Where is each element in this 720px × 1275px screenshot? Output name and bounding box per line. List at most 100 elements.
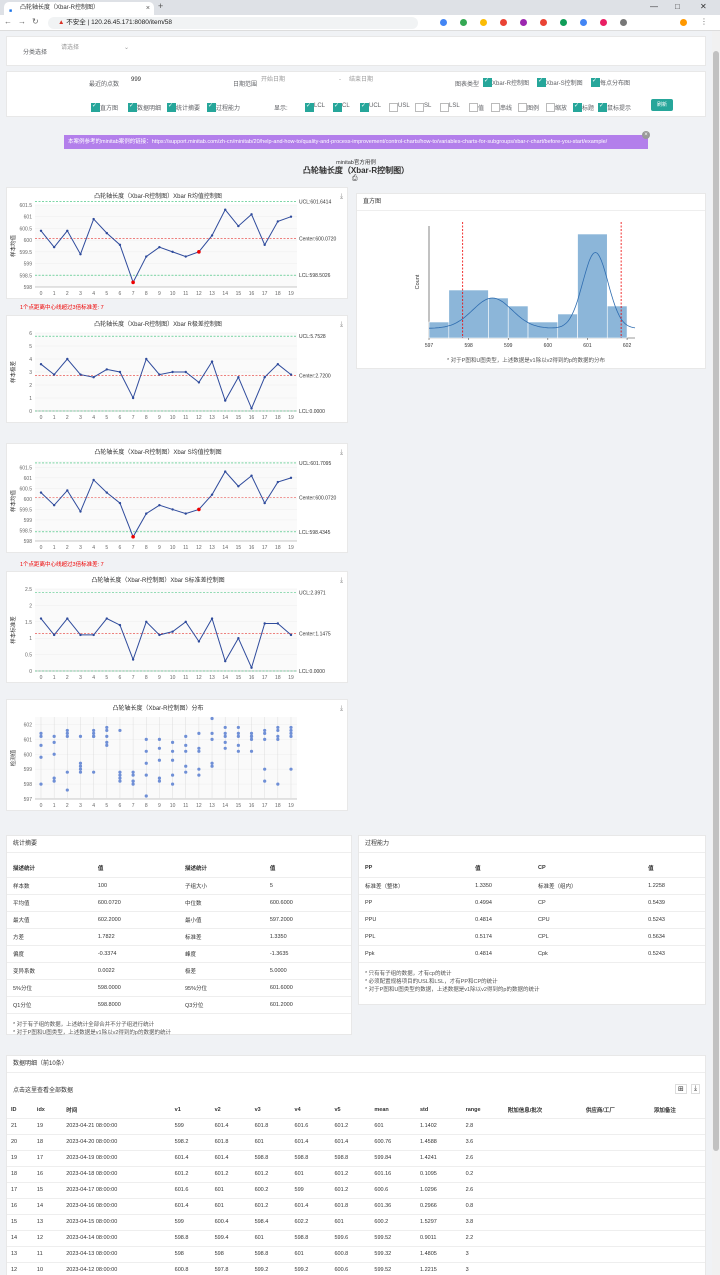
show-option-5[interactable]: LSL [440, 103, 460, 112]
show-option-7[interactable]: 串线 [491, 103, 512, 112]
table-row: 平均值 600.0720 中位数 600.6000 [7, 894, 351, 912]
table-row: 偏度 -0.3374 峰度 -1.3635 [7, 945, 351, 963]
histogram-tab[interactable]: 直方图 [357, 194, 705, 211]
forward-icon[interactable]: → [18, 17, 26, 26]
favicon-icon: ■ [9, 8, 13, 14]
show-option-4[interactable]: SL [415, 103, 431, 112]
extension-icon[interactable] [500, 19, 507, 26]
extension-icon[interactable] [540, 19, 547, 26]
table-cell: 599 [290, 1182, 331, 1199]
data-point [171, 370, 174, 374]
close-banner-icon[interactable]: × [642, 131, 650, 139]
show-option-11[interactable]: 鼠标提示 [598, 102, 631, 112]
table-row: 16 14 2023-04-16 08:00:00 601.4 601 601.2 601.… [7, 1198, 705, 1215]
plot-area [35, 205, 297, 287]
data-point [65, 788, 69, 792]
table-settings-icon[interactable]: ⊞ [675, 1084, 687, 1094]
x-tick-label: 5 [105, 545, 108, 551]
data-point [184, 620, 187, 623]
browser-tab[interactable]: ■ 凸轮轴长度（Xbar-R控制图） × [4, 2, 154, 15]
table-cell [649, 1230, 705, 1247]
profile-avatar[interactable] [680, 19, 687, 26]
category-select[interactable]: 请选择 ⌄ [57, 44, 133, 55]
table-cell: 12 [32, 1230, 63, 1247]
column-header: 值 [469, 860, 532, 878]
table-cell: 12 [7, 1262, 33, 1275]
table-cell: 0.4814 [469, 911, 532, 929]
x-tick-label: 16 [249, 675, 255, 681]
maximize-icon[interactable]: □ [675, 2, 680, 11]
show-option-0[interactable]: LCL [305, 102, 325, 112]
column-header: ID [7, 1102, 33, 1119]
scrollbar[interactable] [712, 31, 720, 1275]
chart-type-per-point[interactable]: 每点分布图 [591, 77, 630, 87]
y-tick-label: 601.5 [19, 465, 32, 471]
recent-points-input[interactable]: 999 [127, 76, 207, 87]
capability-tab[interactable]: 过程能力 [359, 836, 705, 853]
show-option-10[interactable]: 标题 [573, 102, 594, 112]
x-tick-label: 9 [158, 291, 161, 297]
x-tick-label: 19 [288, 675, 294, 681]
minimize-icon[interactable]: — [650, 2, 658, 11]
extension-icon[interactable] [440, 19, 447, 26]
data-point [236, 731, 240, 735]
column-header: v3 [250, 1102, 291, 1119]
panel-capability[interactable]: 过程能力 [207, 102, 240, 112]
data-point [144, 749, 148, 753]
table-cell: 3.6 [461, 1134, 504, 1151]
refresh-button[interactable]: 刷新 [651, 99, 673, 111]
extension-icon[interactable] [560, 19, 567, 26]
stats-tab[interactable]: 统计摘要 [7, 836, 351, 853]
data-point [52, 633, 56, 637]
data-point [157, 746, 162, 750]
extension-icon[interactable] [520, 19, 527, 26]
table-cell: 601.4 [290, 1198, 331, 1215]
show-option-6[interactable]: 值 [469, 103, 484, 112]
menu-icon[interactable]: ⋮ [700, 17, 708, 26]
data-point [118, 776, 122, 780]
close-window-icon[interactable]: ✕ [700, 2, 707, 11]
reload-icon[interactable]: ↻ [32, 17, 39, 26]
view-all-link[interactable]: 点击这里查看全部数据 [13, 1088, 74, 1094]
close-tab-icon[interactable]: × [145, 5, 150, 12]
back-icon[interactable]: ← [4, 17, 12, 26]
url-field[interactable]: ▲ 不安全 | 120.26.45.171:8080/item/58 [48, 17, 418, 29]
page: 分类选择 请选择 ⌄ 最近的点数 999 日期范围 开始日期 - 结束日期 图表类型… [0, 31, 712, 1275]
show-option-9[interactable]: 缩放 [546, 103, 567, 112]
table-cell: 0.5634 [642, 928, 705, 946]
new-tab-icon[interactable]: + [158, 1, 164, 11]
column-header: PP [359, 860, 470, 878]
printer-icon[interactable]: ⎙ [352, 175, 358, 182]
data-point [223, 731, 227, 735]
download-icon[interactable]: ⤓ [691, 1084, 701, 1094]
data-point [131, 770, 135, 774]
table-cell: 601 [290, 1246, 331, 1263]
column-header: 值 [91, 860, 179, 878]
panel-details[interactable]: 数据明细 [128, 102, 161, 112]
data-point [105, 617, 108, 620]
extension-icon[interactable] [600, 19, 607, 26]
cl-label: Center:2.7200 [299, 374, 331, 380]
extension-icon[interactable] [460, 19, 467, 26]
show-option-3[interactable]: USL [389, 103, 410, 112]
column-header: mean [370, 1102, 416, 1119]
panel-stats[interactable]: 统计摘要 [167, 102, 200, 112]
extension-icon[interactable] [580, 19, 587, 26]
show-option-2[interactable]: UCL [360, 102, 381, 112]
details-tab[interactable]: 数据明细（前10条） [7, 1056, 705, 1073]
chart-type-xbar-r[interactable]: Xbar-R控制图 [483, 77, 529, 87]
extension-icon[interactable] [480, 19, 487, 26]
scrollbar-thumb[interactable] [713, 51, 719, 1151]
data-point [289, 633, 293, 637]
chart-type-xbar-s[interactable]: Xbar-S控制图 [537, 77, 583, 87]
table-cell: 600.0720 [91, 894, 179, 912]
data-point [52, 779, 56, 783]
date-range-picker[interactable]: 开始日期 - 结束日期 [257, 76, 412, 87]
panel-histogram[interactable]: 直方图 [91, 102, 118, 112]
histogram-bar [606, 305, 628, 339]
data-point [118, 728, 122, 733]
details-card: 数据明细（前10条） 点击这里查看全部数据 ⊞ ⤓ ID idx 时间 v1 v2 v3 v… [6, 1055, 706, 1275]
show-option-1[interactable]: CL [333, 102, 350, 112]
extension-icon[interactable] [620, 19, 627, 26]
show-option-8[interactable]: 图例 [518, 103, 539, 112]
